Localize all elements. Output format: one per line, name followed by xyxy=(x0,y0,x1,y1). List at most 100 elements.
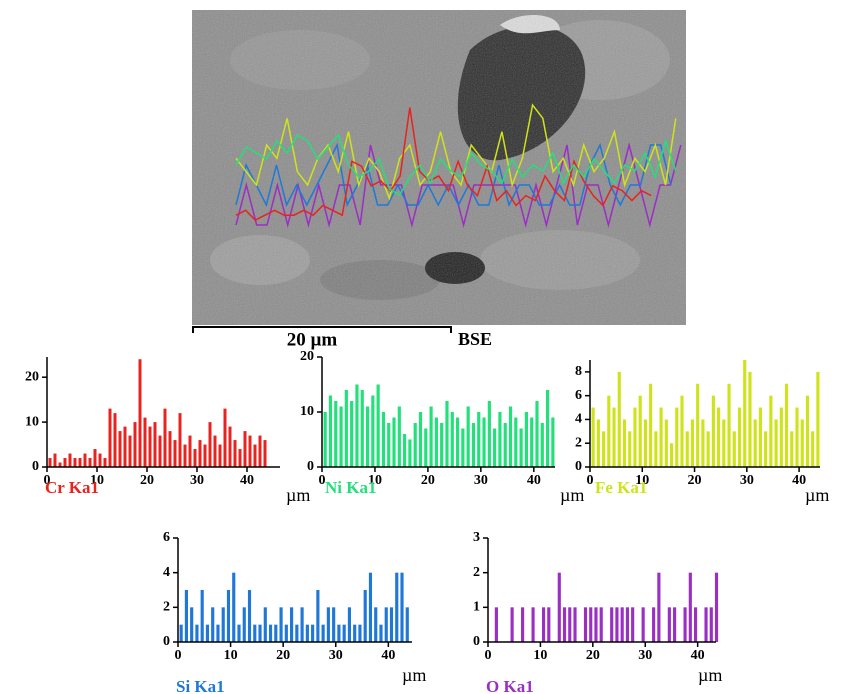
bar xyxy=(211,607,215,642)
bar xyxy=(405,607,409,642)
bar xyxy=(531,607,535,642)
bar xyxy=(753,419,757,467)
y-tick-label: 4 xyxy=(163,565,170,580)
bar xyxy=(568,607,572,642)
bar xyxy=(268,624,273,642)
bar xyxy=(339,406,343,467)
bar xyxy=(93,449,97,467)
y-tick-label: 20 xyxy=(25,369,39,384)
bar xyxy=(503,423,507,467)
bar xyxy=(143,417,147,467)
bar xyxy=(368,572,373,642)
bar xyxy=(758,407,762,467)
bar xyxy=(657,572,661,642)
x-tick-label: 30 xyxy=(474,473,488,488)
overlay-line xyxy=(235,133,677,197)
bar xyxy=(397,406,401,467)
bar xyxy=(482,417,486,467)
y-tick-label: 10 xyxy=(25,414,39,429)
bar xyxy=(203,444,207,467)
x-tick-label: 0 xyxy=(587,473,594,488)
bar xyxy=(195,624,199,642)
bar xyxy=(607,395,611,467)
bar xyxy=(673,607,677,642)
bar xyxy=(540,423,544,467)
bar xyxy=(223,408,227,467)
detector-label: BSE xyxy=(458,329,492,349)
bar xyxy=(179,624,183,642)
bar xyxy=(816,371,820,467)
bar xyxy=(178,413,182,467)
overlay-line xyxy=(235,103,677,201)
bar xyxy=(652,607,656,642)
bar xyxy=(811,431,815,467)
bar xyxy=(53,453,57,467)
bar xyxy=(395,572,399,642)
bar xyxy=(732,431,736,467)
bar xyxy=(557,572,561,642)
x-axis-label: µm xyxy=(805,485,829,505)
bar xyxy=(376,384,380,467)
x-tick-label: 10 xyxy=(635,473,649,488)
bar xyxy=(631,607,635,642)
y-tick-label: 2 xyxy=(163,600,170,615)
bar xyxy=(418,412,423,467)
bar xyxy=(353,624,357,642)
bar xyxy=(709,607,713,642)
bar xyxy=(300,607,304,642)
bar xyxy=(243,431,247,467)
bar xyxy=(722,419,726,467)
bar xyxy=(83,453,87,467)
bar xyxy=(688,572,692,642)
x-tick-label: 20 xyxy=(276,648,290,663)
bar xyxy=(583,607,588,642)
bar xyxy=(158,435,162,467)
bar xyxy=(498,412,502,467)
bar xyxy=(238,449,242,467)
y-tick-label: 20 xyxy=(300,349,314,364)
bar xyxy=(332,607,336,642)
bar xyxy=(690,419,695,467)
bar xyxy=(387,423,391,467)
x-tick-label: 20 xyxy=(688,473,702,488)
bar xyxy=(305,624,309,642)
bar xyxy=(805,395,810,467)
bar xyxy=(704,607,708,642)
bar xyxy=(63,458,67,467)
bar xyxy=(610,607,614,642)
bar xyxy=(113,413,117,467)
chart-title: Fe Ka1 xyxy=(595,478,647,497)
bar xyxy=(48,458,52,467)
bar xyxy=(413,423,417,467)
bar xyxy=(208,422,212,467)
bar xyxy=(205,624,210,642)
bar xyxy=(274,624,278,642)
bar xyxy=(226,590,231,642)
bar xyxy=(232,572,236,642)
bar xyxy=(188,435,192,467)
x-tick-label: 30 xyxy=(638,648,652,663)
bar xyxy=(743,360,747,467)
bar xyxy=(68,453,72,467)
bar xyxy=(519,428,523,467)
bar xyxy=(615,607,619,642)
bar xyxy=(153,422,157,467)
bar xyxy=(403,434,407,467)
bar xyxy=(133,422,137,467)
bar xyxy=(455,417,460,467)
bar xyxy=(374,607,378,642)
bar xyxy=(279,607,283,642)
bar xyxy=(508,406,513,467)
x-tick-label: 30 xyxy=(740,473,754,488)
bar xyxy=(541,607,546,642)
bar xyxy=(233,440,237,467)
bar xyxy=(800,419,804,467)
bar xyxy=(547,607,551,642)
y-tick-label: 4 xyxy=(575,412,582,427)
bar xyxy=(173,440,177,467)
overlay-line xyxy=(235,107,652,222)
bar xyxy=(363,590,367,642)
bar xyxy=(594,607,598,642)
